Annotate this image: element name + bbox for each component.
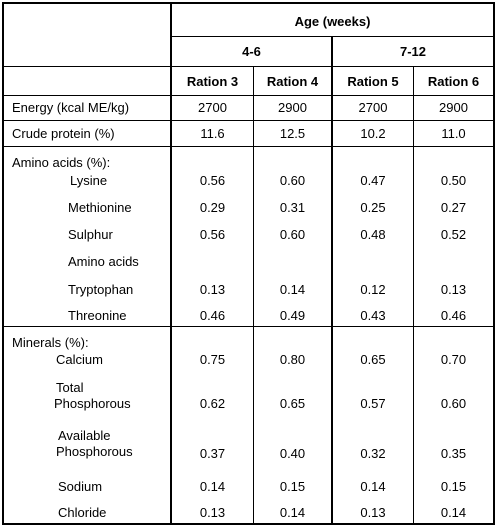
age-header: Age (weeks) (294, 14, 371, 29)
threonine-ration-3: 0.46 (199, 308, 226, 323)
lysine-label: Lysine (70, 173, 108, 188)
divider-protein (4, 146, 493, 147)
ration-4-header: Ration 4 (266, 74, 319, 89)
sulphur-ration-5: 0.48 (360, 227, 386, 242)
energy-ration-6: 2900 (439, 100, 468, 115)
methionine-ration-3: 0.29 (199, 200, 226, 215)
available-phosphorous-ration-5: 0.32 (360, 446, 386, 461)
calcium-ration-5: 0.65 (360, 352, 386, 367)
energy-ration-4: 2900 (278, 100, 307, 115)
divider-group-header (4, 66, 493, 67)
calcium-ration-3: 0.75 (199, 352, 226, 367)
available-phosphorous-ration-3: 0.37 (199, 446, 226, 461)
sulphur-ration-3: 0.56 (199, 227, 226, 242)
crude-protein-ration-5: 10.2 (360, 126, 386, 141)
total-phosphorous-label-line-1: Total (56, 380, 84, 395)
tryptophan-ration-3: 0.13 (199, 282, 226, 297)
age-group-7-12: 7-12 (399, 44, 427, 59)
available-phosphorous-label-line-2: Phosphorous (56, 444, 133, 459)
tryptophan-ration-4: 0.14 (279, 282, 306, 297)
available-phosphorous-ration-4: 0.40 (279, 446, 306, 461)
lysine-ration-3: 0.56 (199, 173, 226, 188)
sodium-ration-5: 0.14 (360, 479, 386, 494)
divider-energy (4, 120, 493, 121)
methionine-ration-4: 0.31 (279, 200, 306, 215)
divider-ration-5-6 (413, 67, 414, 523)
crude-protein-label: Crude protein (%) (12, 126, 115, 141)
sulphur-ration-6: 0.52 (440, 227, 467, 242)
methionine-ration-6: 0.27 (440, 200, 467, 215)
sulphur-ration-4: 0.60 (279, 227, 306, 242)
table-border (2, 2, 495, 525)
divider-amino-acids (4, 326, 493, 327)
total-phosphorous-ration-6: 0.60 (440, 396, 467, 411)
sodium-ration-4: 0.15 (279, 479, 306, 494)
sodium-ration-3: 0.14 (199, 479, 226, 494)
total-phosphorous-ration-3: 0.62 (199, 396, 226, 411)
sodium-label: Sodium (58, 479, 103, 494)
divider-label-column (170, 4, 172, 523)
tryptophan-ration-6: 0.13 (440, 282, 467, 297)
crude-protein-ration-4: 12.5 (279, 126, 306, 141)
amino-acids-sub-label: Amino acids (68, 254, 139, 269)
chloride-ration-6: 0.14 (440, 505, 467, 520)
methionine-label: Methionine (68, 200, 132, 215)
chloride-ration-4: 0.14 (279, 505, 306, 520)
total-phosphorous-ration-4: 0.65 (279, 396, 306, 411)
ration-3-header: Ration 3 (186, 74, 239, 89)
age-group-4-6: 4-6 (242, 44, 261, 59)
chloride-label: Chloride (58, 505, 107, 520)
energy-ration-3: 2700 (198, 100, 227, 115)
calcium-ration-6: 0.70 (440, 352, 467, 367)
threonine-label: Threonine (68, 308, 127, 323)
calcium-label: Calcium (56, 352, 103, 367)
sodium-ration-6: 0.15 (440, 479, 467, 494)
amino-acids-heading: Amino acids (%): (12, 155, 111, 170)
available-phosphorous-label-line-1: Available (58, 428, 111, 443)
energy-ration-5: 2700 (358, 100, 388, 115)
lysine-ration-6: 0.50 (440, 173, 467, 188)
threonine-ration-6: 0.46 (440, 308, 467, 323)
available-phosphorous-ration-6: 0.35 (440, 446, 467, 461)
chloride-ration-3: 0.13 (199, 505, 226, 520)
lysine-ration-5: 0.47 (360, 173, 386, 188)
divider-age-groups (331, 36, 333, 523)
threonine-ration-5: 0.43 (360, 308, 386, 323)
total-phosphorous-ration-5: 0.57 (360, 396, 386, 411)
minerals-heading: Minerals (%): (12, 335, 89, 350)
threonine-ration-4: 0.49 (279, 308, 306, 323)
tryptophan-ration-5: 0.12 (360, 282, 386, 297)
ration-6-header: Ration 6 (427, 74, 480, 89)
calcium-ration-4: 0.80 (279, 352, 306, 367)
crude-protein-ration-3: 11.6 (200, 126, 225, 141)
divider-ration-3-4 (253, 67, 254, 523)
energy-label: Energy (kcal ME/kg) (12, 100, 130, 115)
lysine-ration-4: 0.60 (279, 173, 306, 188)
sulphur-label: Sulphur (68, 227, 113, 242)
divider-age-header (170, 36, 493, 37)
ration-5-header: Ration 5 (347, 74, 399, 89)
divider-ration-header (4, 95, 493, 96)
tryptophan-label: Tryptophan (68, 282, 134, 297)
methionine-ration-5: 0.25 (360, 200, 386, 215)
crude-protein-ration-6: 11.0 (441, 126, 466, 141)
total-phosphorous-label-line-2: Phosphorous (54, 396, 131, 411)
chloride-ration-5: 0.13 (360, 505, 386, 520)
